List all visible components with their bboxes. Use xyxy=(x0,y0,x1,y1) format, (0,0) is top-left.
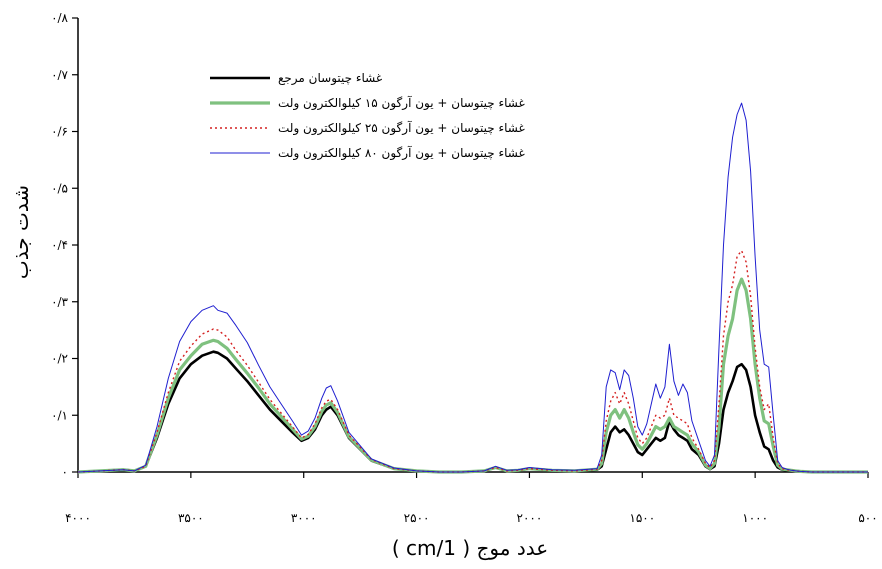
chart-legend: غشاء چیتوسان مرجع غشاء چیتوسان + یون آرگو… xyxy=(210,71,525,161)
series-line-4 xyxy=(77,102,868,473)
legend-label-4: غشاء چیتوسان + یون آرگون ۸۰ کیلوالکترون … xyxy=(278,145,525,161)
y-tick-label: ۰/۸ xyxy=(51,11,68,25)
y-tick-label: ۰/۳ xyxy=(51,295,68,309)
x-axis-ticks: ۴۰۰۰ ۳۵۰۰ ۳۰۰۰ ۲۵۰۰ ۲۰۰۰ ۱۵۰۰ ۱۰۰۰ ۵۰۰ xyxy=(65,472,878,525)
x-tick-label: ۳۵۰۰ xyxy=(178,511,204,525)
series-line-1 xyxy=(77,350,868,474)
legend-label-3: غشاء چیتوسان + یون آرگون ۲۵ کیلوالکترون … xyxy=(278,120,525,136)
x-tick-label: ۱۰۰۰ xyxy=(742,511,768,525)
legend-label-2: غشاء چیتوسان + یون آرگون ۱۵ کیلوالکترون … xyxy=(278,95,525,111)
x-tick-label: ۵۰۰ xyxy=(858,511,877,525)
y-tick-label: ۰/۴ xyxy=(51,238,68,252)
y-axis-ticks: ۰ ۰/۱ ۰/۲ ۰/۳ ۰/۴ ۰/۵ ۰/۶ ۰/۷ ۰/۸ xyxy=(51,11,78,479)
x-tick-label: ۱۵۰۰ xyxy=(629,511,655,525)
x-axis-title: عدد موج ( 1/cm ) xyxy=(392,536,548,560)
y-tick-label: ۰/۶ xyxy=(51,125,68,139)
y-tick-label: ۰ xyxy=(62,465,68,479)
y-axis-title: شدت جذب xyxy=(9,185,33,279)
y-tick-label: ۰/۲ xyxy=(51,352,68,366)
legend-label-1: غشاء چیتوسان مرجع xyxy=(278,71,382,86)
y-tick-label: ۰/۱ xyxy=(51,408,68,422)
x-tick-label: ۳۰۰۰ xyxy=(291,511,317,525)
x-tick-label: ۲۰۰۰ xyxy=(517,511,543,525)
y-tick-label: ۰/۵ xyxy=(51,181,68,195)
series-line-2 xyxy=(77,277,868,474)
x-tick-label: ۴۰۰۰ xyxy=(65,511,91,525)
x-tick-label: ۲۵۰۰ xyxy=(404,511,430,525)
y-tick-label: ۰/۷ xyxy=(51,68,68,82)
chart-axes xyxy=(77,18,868,473)
series-layer xyxy=(77,102,868,474)
series-line-3 xyxy=(77,249,868,473)
